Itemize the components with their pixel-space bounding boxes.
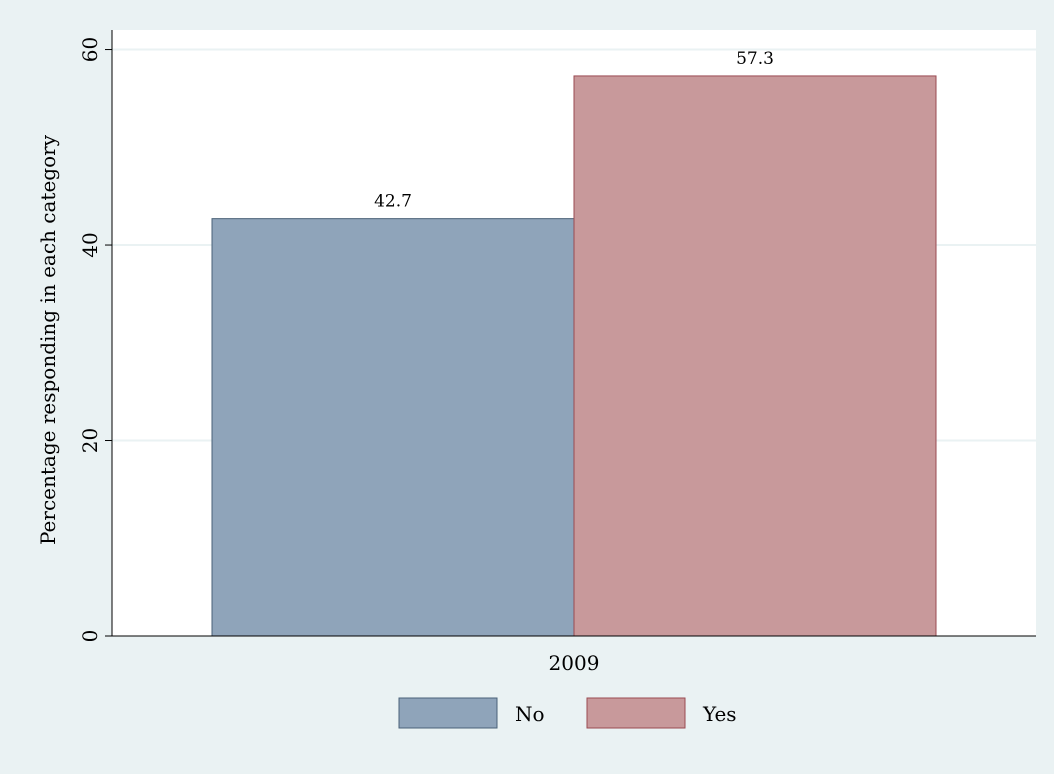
bars [211, 75, 937, 637]
bar-no [211, 218, 575, 637]
bar-label-no: 42.7 [374, 192, 412, 212]
bar-label-yes: 57.3 [736, 49, 774, 69]
bar-yes [573, 75, 937, 637]
x-tick-label-0: 2009 [549, 651, 600, 675]
y-tick-label-2: 40 [78, 232, 102, 257]
y-tick-label-0: 0 [78, 630, 102, 643]
y-tick-label-1: 20 [78, 428, 102, 453]
y-axis-title: Percentage responding in each category [36, 134, 60, 545]
x-axis-ticks: 2009 [549, 651, 600, 675]
legend-swatch-yes [586, 697, 686, 729]
legend-swatch-no [398, 697, 498, 729]
bar-value-labels: 42.7 57.3 [374, 49, 774, 212]
legend: No Yes [398, 697, 737, 729]
y-axis-ticks: 0 20 40 60 [78, 37, 112, 643]
legend-label-yes: Yes [702, 702, 737, 726]
legend-label-no: No [515, 702, 545, 726]
y-tick-label-3: 60 [78, 37, 102, 62]
